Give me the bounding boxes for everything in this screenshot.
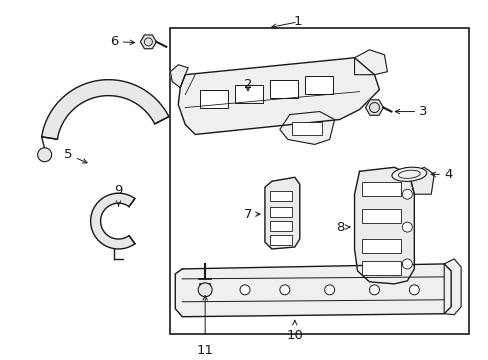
Text: 10: 10	[286, 329, 303, 342]
Bar	[304, 76, 332, 94]
Bar	[361, 239, 401, 253]
Polygon shape	[264, 177, 299, 249]
Text: 9: 9	[114, 184, 122, 197]
Polygon shape	[170, 65, 188, 87]
Text: 3: 3	[418, 105, 427, 118]
Bar	[200, 90, 227, 108]
Polygon shape	[354, 50, 386, 75]
Bar	[269, 80, 297, 98]
Polygon shape	[41, 80, 168, 139]
Polygon shape	[408, 167, 433, 194]
Polygon shape	[443, 259, 460, 315]
Circle shape	[324, 285, 334, 295]
Bar	[361, 209, 401, 223]
Text: 6: 6	[110, 35, 118, 48]
Text: 8: 8	[336, 221, 344, 234]
Bar	[361, 182, 401, 196]
Circle shape	[38, 148, 52, 162]
Bar	[235, 85, 263, 103]
Circle shape	[369, 285, 379, 295]
Bar	[269, 191, 291, 201]
Text: 1: 1	[293, 15, 302, 28]
Circle shape	[408, 285, 418, 295]
Bar	[269, 221, 291, 231]
Text: 5: 5	[64, 148, 73, 161]
Circle shape	[402, 189, 411, 199]
Polygon shape	[365, 100, 383, 115]
Circle shape	[402, 259, 411, 269]
Polygon shape	[279, 112, 334, 144]
Circle shape	[279, 285, 289, 295]
Bar	[269, 207, 291, 217]
Text: 7: 7	[243, 208, 251, 221]
Polygon shape	[140, 35, 156, 49]
Text: 11: 11	[196, 343, 213, 357]
Polygon shape	[354, 167, 413, 284]
Circle shape	[240, 285, 249, 295]
Text: 4: 4	[443, 168, 451, 181]
Ellipse shape	[391, 167, 426, 181]
Circle shape	[402, 222, 411, 232]
Text: 2: 2	[243, 78, 252, 91]
Circle shape	[198, 283, 212, 297]
Bar	[291, 122, 321, 135]
Circle shape	[200, 285, 210, 295]
Bar	[361, 261, 401, 275]
Polygon shape	[178, 58, 379, 134]
Polygon shape	[90, 193, 135, 249]
Bar	[269, 235, 291, 245]
Bar	[170, 28, 468, 334]
Polygon shape	[175, 264, 450, 317]
